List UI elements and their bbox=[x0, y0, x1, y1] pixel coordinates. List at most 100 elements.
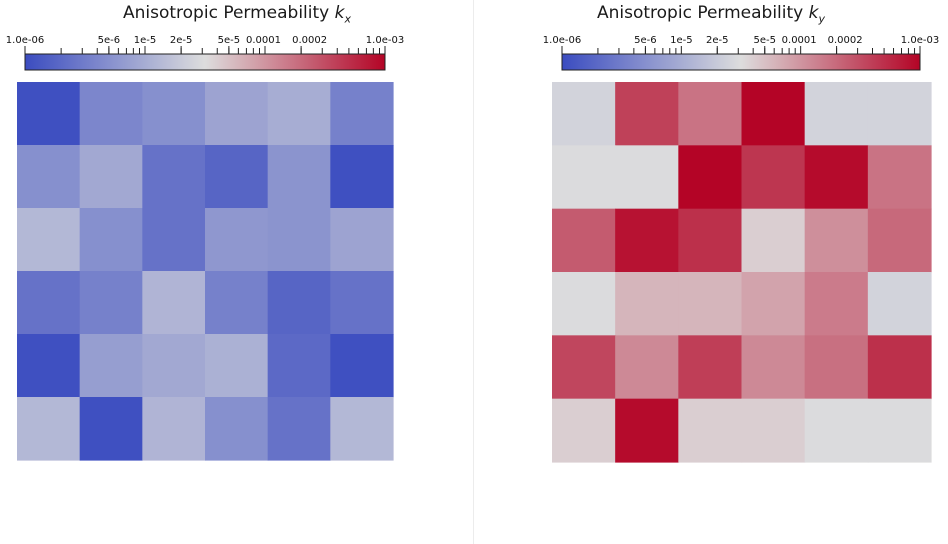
heatmap-cell bbox=[804, 335, 869, 400]
heatmap-cell bbox=[804, 145, 869, 210]
heatmap-cell bbox=[205, 208, 269, 272]
heatmap-cell bbox=[267, 145, 331, 209]
heatmap-cell bbox=[17, 82, 81, 146]
heatmap-cell bbox=[678, 272, 743, 336]
heatmap-cell bbox=[867, 145, 932, 210]
heatmap-cell bbox=[17, 271, 81, 335]
chart-title-subscript: y bbox=[818, 12, 826, 26]
heatmap-cell bbox=[741, 82, 806, 146]
colorbar-tick-label: 0.0002 bbox=[292, 35, 327, 46]
heatmap-cell bbox=[267, 208, 331, 272]
heatmap-cell bbox=[205, 82, 269, 146]
heatmap-cell bbox=[330, 334, 394, 398]
chart-title-text: Anisotropic Permeability bbox=[122, 3, 330, 23]
heatmap-cell bbox=[867, 82, 932, 146]
heatmap-cell bbox=[678, 82, 743, 146]
colorbar-tick-label: 1e-5 bbox=[134, 35, 157, 46]
heatmap-cell bbox=[79, 82, 143, 146]
colorbar-tick-label: 2e-5 bbox=[170, 35, 193, 46]
colorbar-tick-label: 1.0e-06 bbox=[6, 35, 44, 46]
chart-title: Anisotropic Permeability ky bbox=[474, 3, 948, 25]
heatmap-cell bbox=[142, 145, 206, 209]
heatmap-cell bbox=[552, 272, 616, 336]
heatmap-cell bbox=[867, 208, 932, 273]
heatmap-cell bbox=[17, 334, 81, 398]
colorbar bbox=[24, 53, 386, 71]
colorbar-tick-label: 1e-5 bbox=[670, 35, 693, 46]
heatmap-cell bbox=[205, 334, 269, 398]
heatmap-grid bbox=[552, 82, 932, 463]
heatmap-cell bbox=[330, 145, 394, 209]
heatmap-cell bbox=[741, 398, 806, 463]
heatmap-cell bbox=[267, 397, 331, 461]
heatmap-cell bbox=[741, 335, 806, 400]
heatmap-cell bbox=[615, 208, 679, 273]
heatmap-cell bbox=[678, 398, 743, 463]
heatmap-kx: 1.0e-06 5e-6 1e-5 2e-5 5e-5 0.0001 0.0002 1.0e-… bbox=[6, 35, 404, 461]
heatmap-cell bbox=[205, 271, 269, 335]
colorbar-tick-label: 5e-5 bbox=[218, 35, 241, 46]
heatmap-cell bbox=[804, 208, 869, 273]
panel-divider bbox=[473, 0, 474, 544]
heatmap-cell bbox=[330, 82, 394, 146]
heatmap-cell bbox=[205, 397, 269, 461]
heatmap-cell bbox=[142, 334, 206, 398]
heatmap-cell bbox=[615, 145, 679, 210]
heatmap-cell bbox=[142, 271, 206, 335]
panel-kx: Anisotropic Permeability kx 1.0e-06 5e-6 1… bbox=[0, 3, 474, 461]
heatmap-cell bbox=[330, 397, 394, 461]
heatmap-cell bbox=[267, 82, 331, 146]
heatmap-cell bbox=[79, 397, 143, 461]
colorbar-tick-label: 1.0e-03 bbox=[366, 35, 404, 46]
heatmap-cell bbox=[79, 271, 143, 335]
heatmap-cell bbox=[615, 82, 679, 146]
heatmap-cell bbox=[552, 335, 616, 400]
chart-title-subscript: x bbox=[344, 12, 352, 26]
heatmap-cell bbox=[330, 208, 394, 272]
colorbar-tick-label: 1.0e-03 bbox=[901, 35, 939, 46]
heatmap-cell bbox=[615, 272, 679, 336]
colorbar-tick-label: 5e-6 bbox=[98, 35, 121, 46]
heatmap-cell bbox=[615, 335, 679, 400]
colorbar-tick-label: 5e-5 bbox=[753, 35, 776, 46]
heatmap-cell bbox=[79, 334, 143, 398]
colorbar-tick-label: 0.0002 bbox=[828, 35, 863, 46]
heatmap-cell bbox=[79, 208, 143, 272]
heatmap-cell bbox=[552, 398, 616, 463]
heatmap-cell bbox=[205, 145, 269, 209]
heatmap-cell bbox=[804, 398, 869, 463]
panel-ky: Anisotropic Permeability ky 1.0e-06 5e-6 1… bbox=[474, 0, 948, 544]
chart-title-text: Anisotropic Permeability bbox=[596, 3, 804, 23]
heatmap-cell bbox=[552, 82, 616, 146]
heatmap-cell bbox=[804, 82, 869, 146]
heatmap-cell bbox=[615, 398, 679, 463]
colorbar-tick-label: 2e-5 bbox=[706, 35, 729, 46]
heatmap-cell bbox=[267, 334, 331, 398]
heatmap-cell bbox=[17, 145, 81, 209]
colorbar-tick-label: 5e-6 bbox=[634, 35, 657, 46]
heatmap-cell bbox=[142, 208, 206, 272]
heatmap-cell bbox=[267, 271, 331, 335]
heatmap-cell bbox=[867, 398, 932, 463]
heatmap-grid bbox=[17, 82, 394, 461]
chart-title-variable: k bbox=[334, 3, 345, 23]
heatmap-cell bbox=[330, 271, 394, 335]
heatmap-cell bbox=[867, 272, 932, 336]
heatmap-cell bbox=[552, 208, 616, 273]
heatmap-cell bbox=[79, 145, 143, 209]
colorbar-tick-label: 0.0001 bbox=[782, 35, 817, 46]
heatmap-cell bbox=[142, 397, 206, 461]
colorbar bbox=[561, 53, 921, 71]
heatmap-ky: 1.0e-06 5e-6 1e-5 2e-5 5e-5 0.0001 0.0002 1.0e-… bbox=[543, 35, 939, 463]
heatmap-cell bbox=[678, 335, 743, 400]
heatmap-cell bbox=[741, 208, 806, 273]
heatmap-cell bbox=[17, 397, 81, 461]
heatmap-cell bbox=[678, 208, 743, 273]
colorbar-tick-label: 1.0e-06 bbox=[543, 35, 581, 46]
chart-title-variable: k bbox=[808, 3, 819, 23]
heatmap-cell bbox=[142, 82, 206, 146]
heatmap-cell bbox=[678, 145, 743, 210]
heatmap-cell bbox=[741, 272, 806, 336]
chart-title: Anisotropic Permeability kx bbox=[0, 3, 474, 25]
